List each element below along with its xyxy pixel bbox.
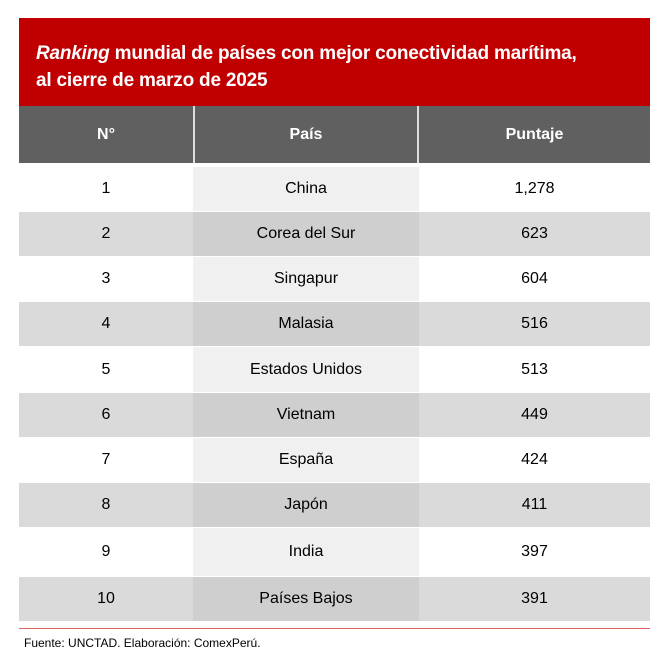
cell-country: India <box>193 528 419 576</box>
title-line2: al cierre de marzo de 2025 <box>36 70 268 91</box>
cell-country: Vietnam <box>193 393 419 437</box>
table-header: N° País Puntaje <box>19 106 650 163</box>
table-title: Ranking mundial de países con mejor cone… <box>19 18 650 106</box>
header-score: Puntaje <box>505 125 564 143</box>
table-row: 8 Japón 411 <box>19 483 650 527</box>
cell-score: 391 <box>521 590 548 607</box>
table-row: 1 China 1,278 <box>19 167 650 211</box>
cell-country: Singapur <box>193 257 419 301</box>
cell-country: Malasia <box>193 302 419 346</box>
cell-country: China <box>193 167 419 211</box>
table-row: 9 India 397 <box>19 528 650 576</box>
cell-country: España <box>193 438 419 482</box>
table-row: 2 Corea del Sur 623 <box>19 212 650 256</box>
cell-rank: 1 <box>101 180 111 197</box>
cell-rank: 2 <box>101 225 111 242</box>
table-row: 6 Vietnam 449 <box>19 393 650 437</box>
cell-country: Corea del Sur <box>193 212 419 256</box>
cell-score: 449 <box>521 406 548 423</box>
table-row: 3 Singapur 604 <box>19 257 650 301</box>
cell-rank: 6 <box>101 406 111 423</box>
footer-divider <box>19 628 650 629</box>
cell-score: 424 <box>521 451 548 468</box>
source-note: Fuente: UNCTAD. Elaboración: ComexPerú. <box>24 636 261 650</box>
table-row: 7 España 424 <box>19 438 650 482</box>
table-row: 5 Estados Unidos 513 <box>19 347 650 392</box>
cell-rank: 10 <box>97 590 115 607</box>
cell-rank: 9 <box>101 543 111 560</box>
cell-rank: 4 <box>101 315 111 332</box>
cell-country: Japón <box>193 483 419 527</box>
cell-country: Países Bajos <box>193 577 419 621</box>
ranking-table: N° País Puntaje 1 China 1,278 2 Corea del Su… <box>19 106 650 622</box>
cell-country: Estados Unidos <box>193 347 419 392</box>
title-italic: Ranking <box>36 43 110 64</box>
cell-rank: 3 <box>101 270 111 287</box>
cell-score: 516 <box>521 315 548 332</box>
cell-score: 397 <box>521 543 548 560</box>
cell-score: 623 <box>521 225 548 242</box>
title-line1: mundial de países con mejor conectividad… <box>109 43 577 64</box>
cell-score: 604 <box>521 270 548 287</box>
header-country: País <box>193 106 419 163</box>
table-row: 4 Malasia 516 <box>19 302 650 346</box>
cell-rank: 8 <box>101 496 111 513</box>
header-rank: N° <box>97 125 115 143</box>
cell-rank: 5 <box>101 360 111 378</box>
cell-score: 1,278 <box>514 180 555 197</box>
cell-score: 513 <box>521 360 548 378</box>
cell-score: 411 <box>521 496 548 513</box>
cell-rank: 7 <box>101 451 111 468</box>
table-row: 10 Países Bajos 391 <box>19 577 650 621</box>
